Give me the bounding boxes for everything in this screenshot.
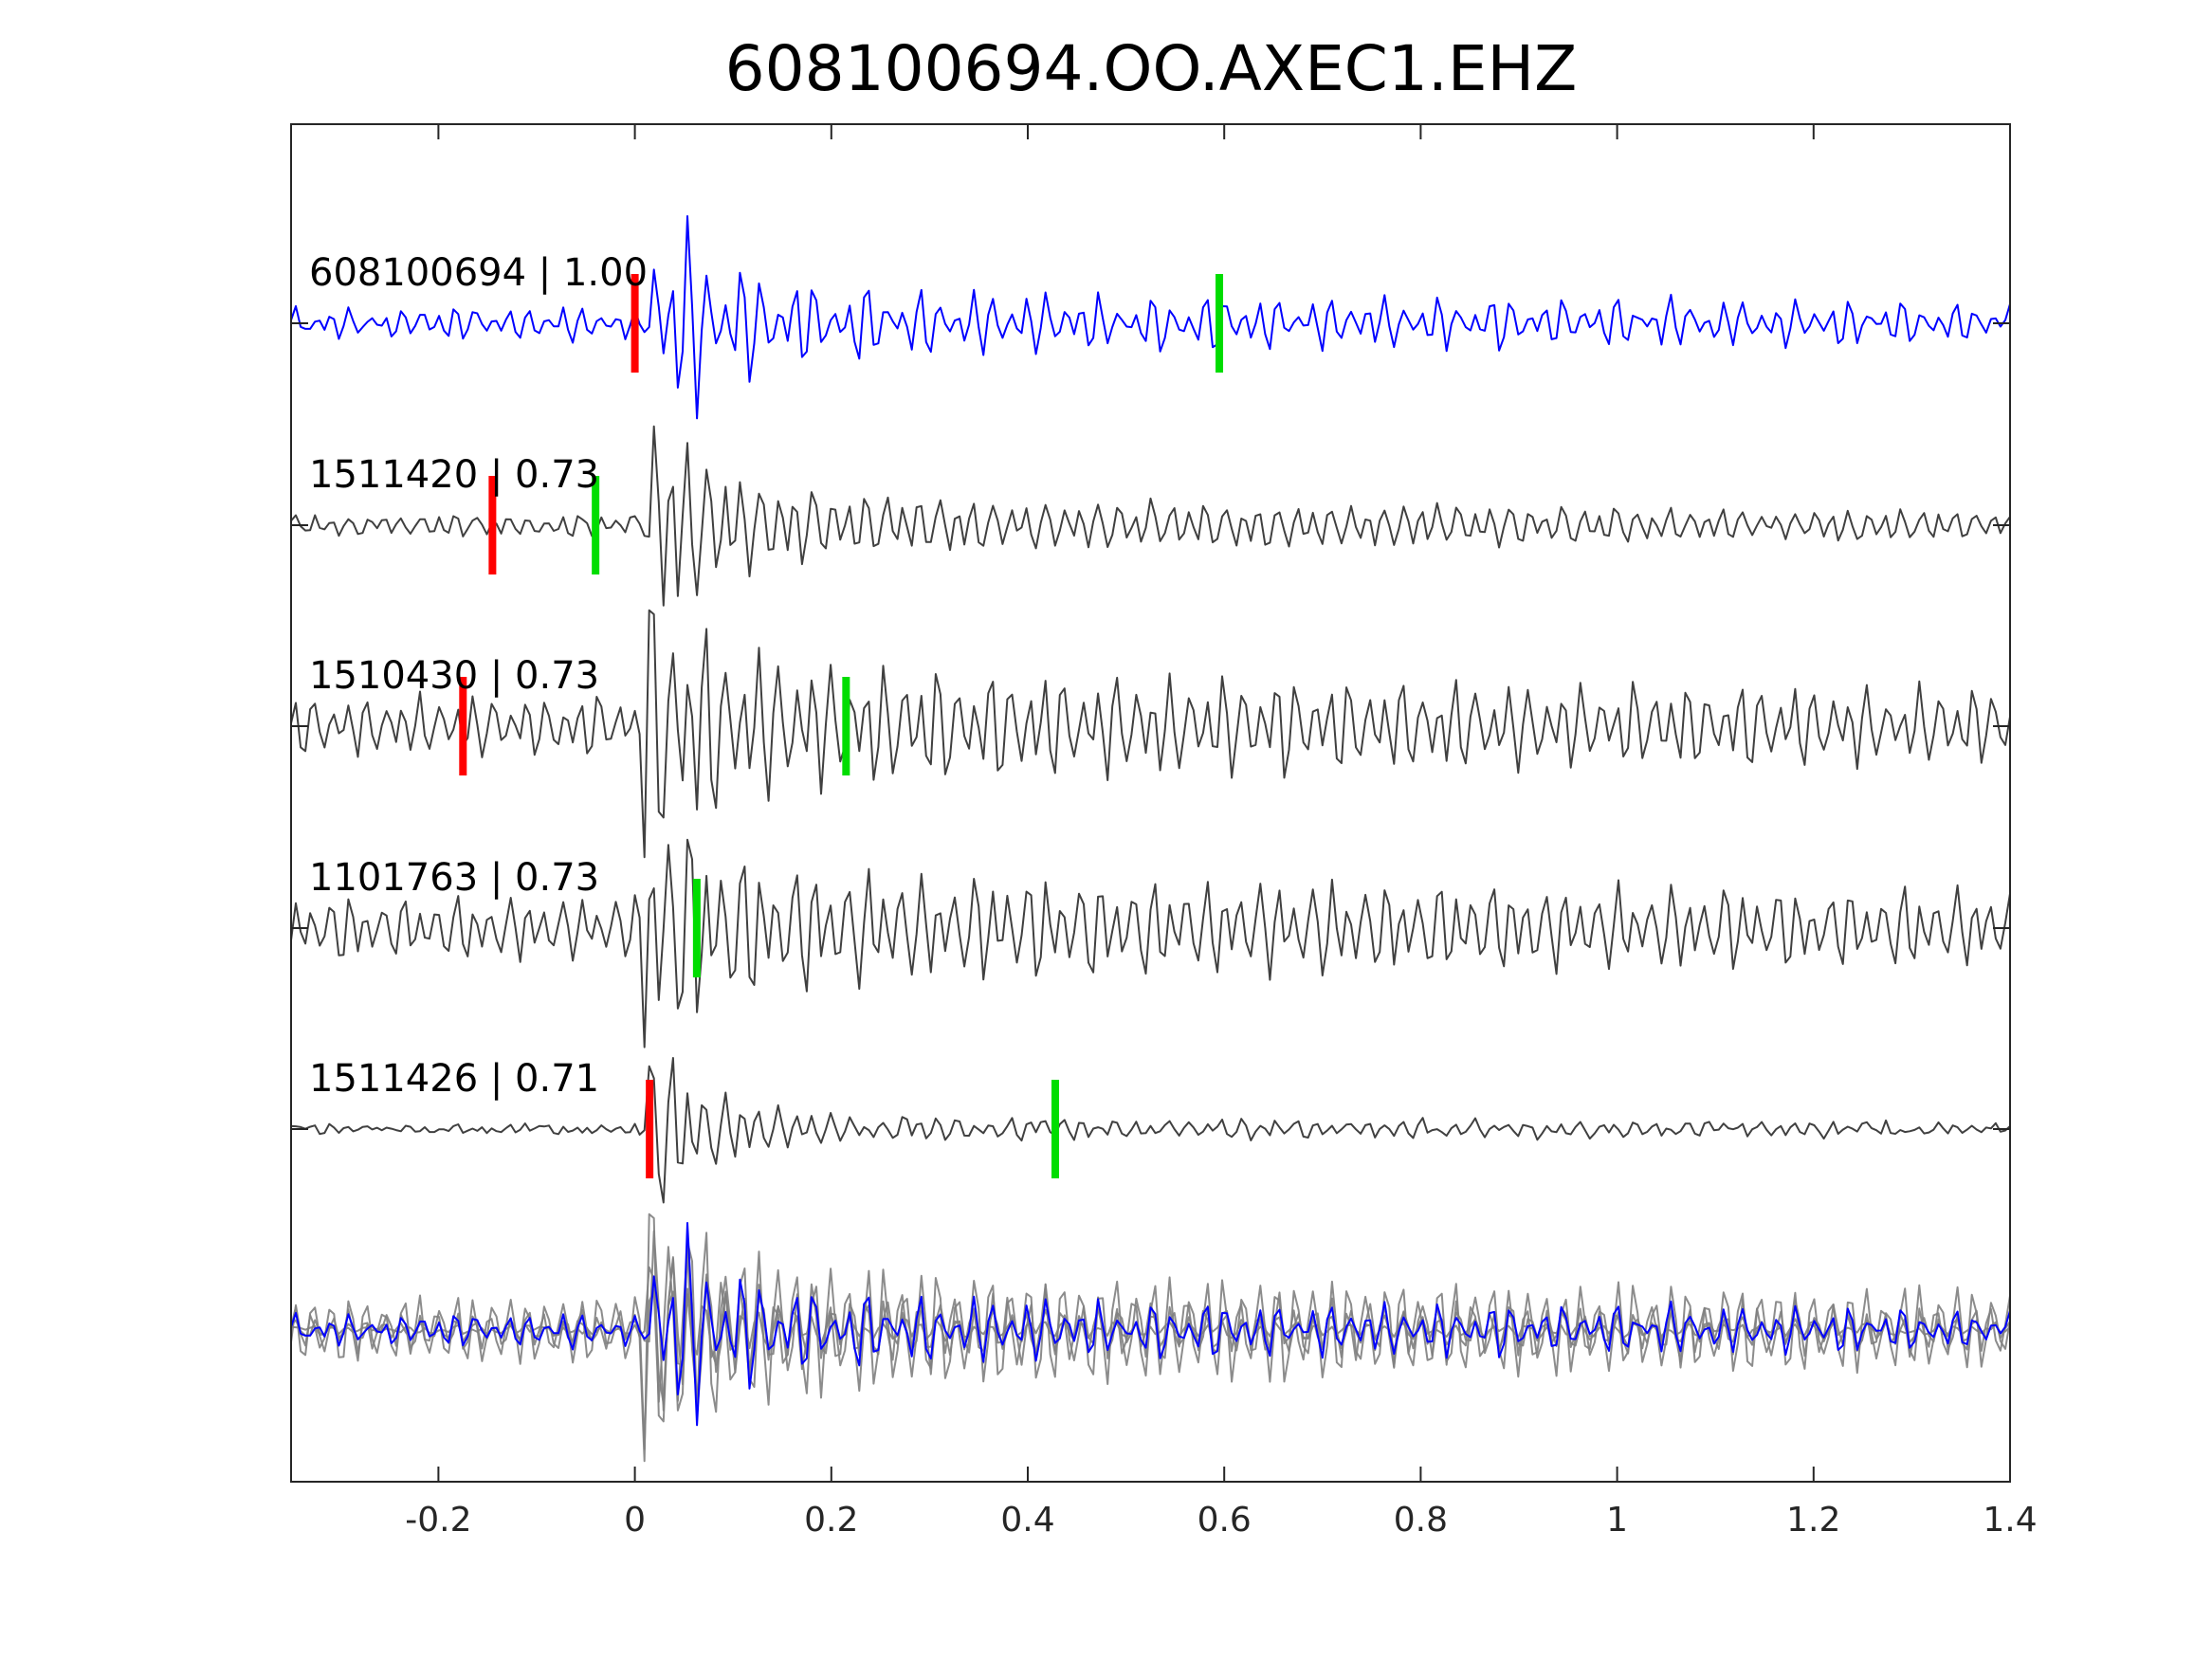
stack-overlay xyxy=(290,1212,2011,1463)
phase-picks xyxy=(459,274,1224,1178)
x-tick-label: 0.6 xyxy=(1197,1501,1252,1540)
chart-title: 608100694.OO.AXEC1.EHZ xyxy=(725,32,1578,105)
x-axis-ticks: -0.2 0 0.2 0.4 0.6 0.8 1 1.2 1.4 xyxy=(405,124,2038,1540)
traces-layer xyxy=(290,215,2011,1204)
trace-1510430 xyxy=(290,609,2011,859)
trace-label-1510430: 1510430 | 0.73 xyxy=(309,654,599,698)
trace-labels: 608100694 | 1.00 1511420 | 0.73 1510430 | … xyxy=(309,251,648,1101)
x-tick-label: 0 xyxy=(624,1501,646,1540)
trace-1511420 xyxy=(290,425,2011,607)
x-tick-label: 1.4 xyxy=(1983,1501,2037,1540)
trace-label-1101763: 1101763 | 0.73 xyxy=(309,856,599,900)
x-tick-label: 0.2 xyxy=(804,1501,858,1540)
x-tick-label: 1.2 xyxy=(1786,1501,1840,1540)
trace-1511426 xyxy=(290,1057,2011,1204)
x-tick-label: 0.4 xyxy=(1000,1501,1054,1540)
stack-trace-608100694 xyxy=(290,1222,2011,1427)
axes-frame xyxy=(290,123,2011,1483)
trace-label-1511420: 1511420 | 0.73 xyxy=(309,453,599,497)
trace-label-608100694: 608100694 | 1.00 xyxy=(309,251,648,295)
x-tick-label: -0.2 xyxy=(405,1501,471,1540)
x-tick-label: 1 xyxy=(1606,1501,1628,1540)
trace-label-1511426: 1511426 | 0.71 xyxy=(309,1057,599,1101)
x-tick-label: 0.8 xyxy=(1394,1501,1448,1540)
trace-1101763 xyxy=(290,838,2011,1048)
trace-608100694 xyxy=(290,215,2011,420)
